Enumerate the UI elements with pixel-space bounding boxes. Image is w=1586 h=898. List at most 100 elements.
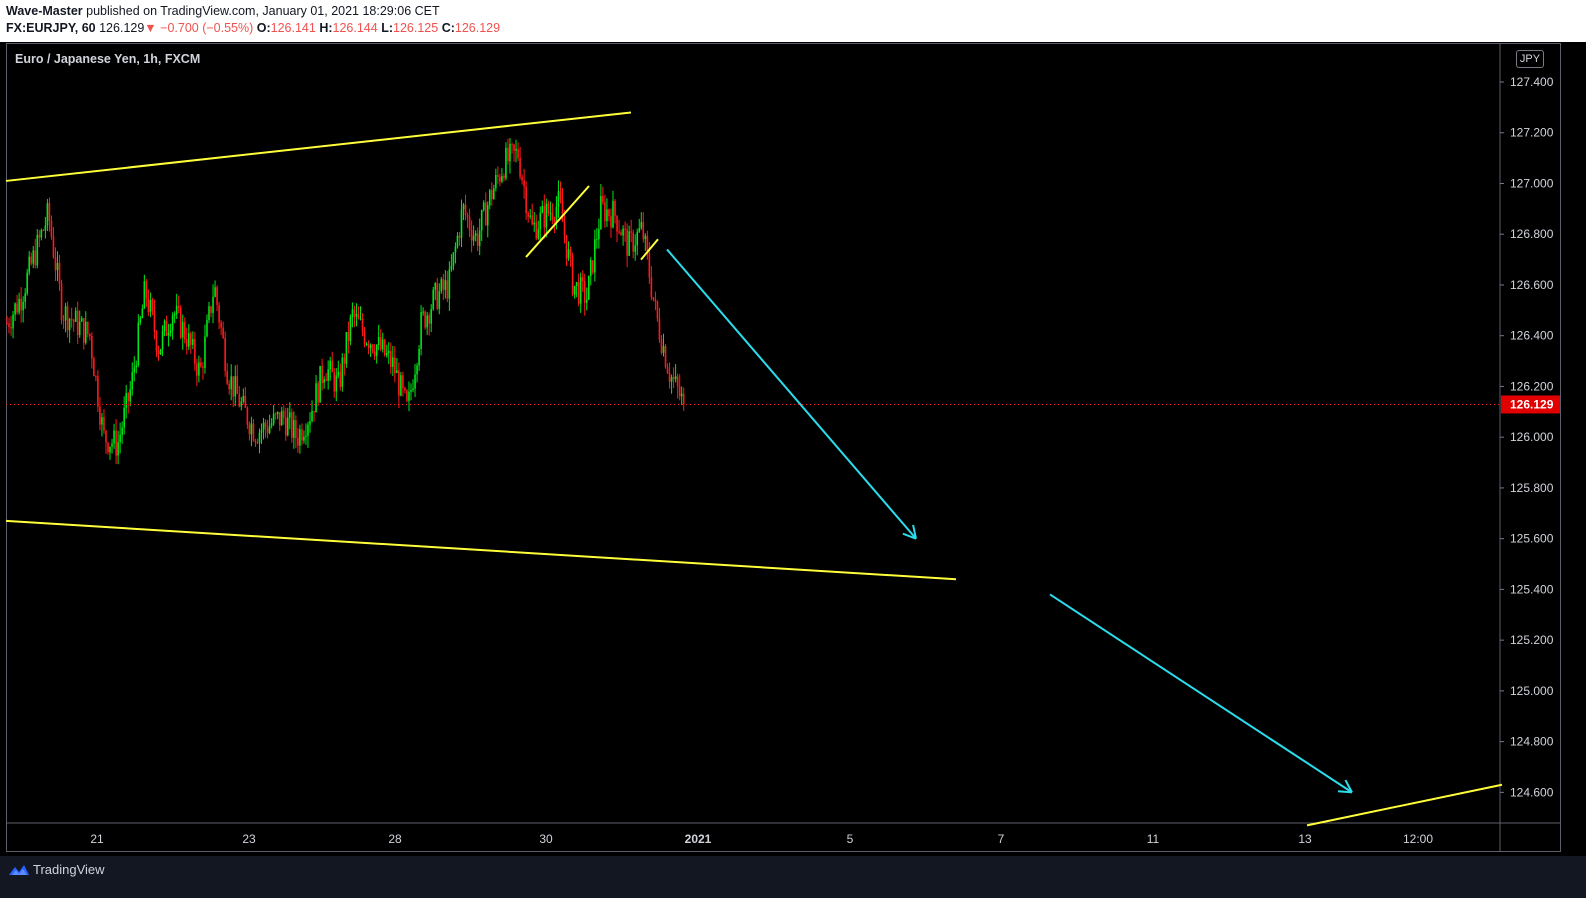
future-trendline[interactable] <box>1306 783 1503 827</box>
price-tick-label: 126.600 <box>1510 278 1554 292</box>
candle-body <box>198 362 200 376</box>
candle-body <box>596 239 598 241</box>
minor-trendline-1[interactable] <box>525 185 590 258</box>
candle-body <box>369 344 372 349</box>
candle-body <box>642 222 645 240</box>
time-tick-label: 21 <box>90 832 104 846</box>
author-name[interactable]: Wave-Master <box>6 4 83 18</box>
candle-body <box>347 332 350 341</box>
candle-body <box>468 217 471 231</box>
candle-body <box>678 386 681 397</box>
candle-body <box>656 301 659 319</box>
projection-arrow-1-head-0 <box>902 532 917 540</box>
candle-body <box>89 333 91 337</box>
candle-body <box>474 233 477 236</box>
candle-body <box>589 260 592 276</box>
candle-body <box>8 323 10 328</box>
candle-body <box>190 333 192 345</box>
drawings[interactable] <box>5 111 1503 827</box>
candle-body <box>240 401 243 407</box>
footer <box>0 856 1586 898</box>
candle-body <box>333 372 336 392</box>
lower-channel[interactable] <box>5 519 957 581</box>
candle-body <box>32 250 35 264</box>
candle-body <box>571 255 574 295</box>
candle-body <box>515 148 517 151</box>
candle-body <box>341 357 344 387</box>
tradingview-logo-icon[interactable] <box>8 863 30 877</box>
candle-body <box>303 436 305 441</box>
candles <box>6 137 685 465</box>
candle-body <box>270 423 273 426</box>
price-tick-label: 126.800 <box>1510 227 1554 241</box>
candle-body <box>335 375 338 392</box>
candle-body <box>367 343 370 349</box>
candle-body <box>569 249 572 256</box>
low-label: L: <box>381 21 394 35</box>
candle-body <box>266 427 269 433</box>
candle-body <box>87 321 89 334</box>
candle-body <box>307 424 309 436</box>
candle-body <box>594 239 596 273</box>
footer-brand[interactable]: TradingView <box>33 862 105 877</box>
candle-body <box>559 191 562 201</box>
high-value: 126.144 <box>332 21 378 35</box>
price-axis[interactable]: 127.400 127.200 127.000 126.800 126.600 126.4… <box>1500 75 1560 799</box>
candle-body <box>194 339 196 364</box>
candle-body <box>24 293 26 302</box>
price-tick-label: 127.000 <box>1510 176 1554 190</box>
candle-body <box>383 339 386 356</box>
upper-channel[interactable] <box>5 111 632 182</box>
candle-body <box>305 435 307 437</box>
candle-body <box>616 215 618 232</box>
candle-body <box>125 393 127 408</box>
candle-body <box>432 289 435 310</box>
chart-frame[interactable] <box>6 43 1561 852</box>
time-tick-label: 23 <box>242 832 256 846</box>
candle-body <box>394 357 396 374</box>
candle-body <box>248 424 251 435</box>
minor-trendline-2[interactable] <box>640 238 659 261</box>
candle-body <box>452 252 455 266</box>
candle-body <box>488 190 491 206</box>
candle-body <box>315 383 317 413</box>
candle-body <box>640 222 643 229</box>
candle-body <box>539 212 542 230</box>
price-tick-label: 126.000 <box>1510 430 1554 444</box>
candle-body <box>371 344 374 352</box>
candle-body <box>620 232 622 236</box>
candle-body <box>171 315 174 331</box>
time-axis[interactable]: 21 23 28 30 2021 5 7 11 13 12:00 <box>90 832 1433 846</box>
candle-body <box>286 417 289 436</box>
candle-body <box>14 303 16 315</box>
currency-badge[interactable]: JPY <box>1516 50 1544 68</box>
projection-arrow-1[interactable] <box>666 248 917 540</box>
candle-body <box>630 231 632 233</box>
candle-body <box>507 147 509 162</box>
candle-body <box>311 411 313 422</box>
time-tick-label: 12:00 <box>1403 832 1433 846</box>
candle-body <box>196 363 198 376</box>
price-tick-label: 125.400 <box>1510 582 1554 596</box>
candle-body <box>396 370 398 374</box>
candle-body <box>12 314 14 329</box>
candle-body <box>66 306 69 331</box>
candle-body <box>565 235 568 259</box>
candle-body <box>48 203 51 221</box>
candle-body <box>668 373 671 382</box>
open-label: O: <box>256 21 271 35</box>
candle-body <box>149 300 152 313</box>
candle-body <box>513 144 515 151</box>
candle-body <box>612 200 614 228</box>
projection-arrow-2[interactable] <box>1049 593 1353 794</box>
candle-body <box>252 423 255 441</box>
candle-body <box>200 362 202 367</box>
candle-body <box>424 311 426 328</box>
candle-body <box>295 420 297 439</box>
candle-body <box>674 376 677 380</box>
projection-arrow-2-shaft <box>1049 593 1353 794</box>
candle-body <box>167 333 170 336</box>
candle-body <box>464 204 467 215</box>
candle-body <box>208 306 210 321</box>
